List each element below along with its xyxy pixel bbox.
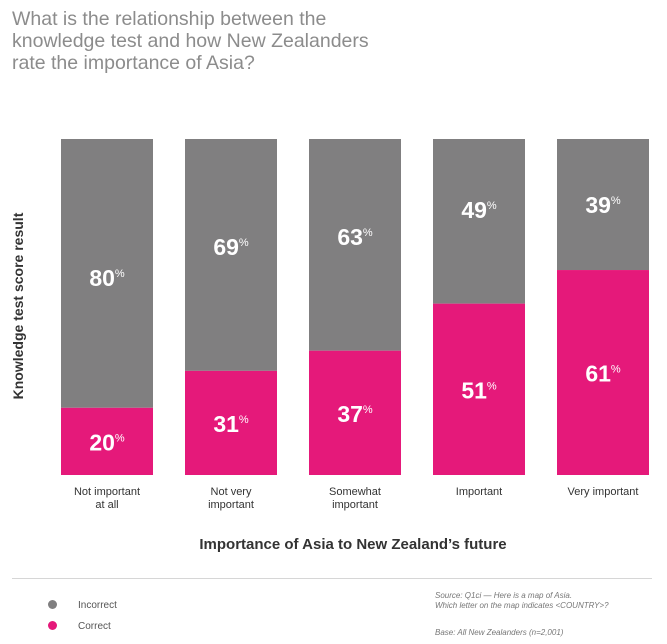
y-axis-label: Knowledge test score result — [10, 212, 26, 400]
bar-correct — [185, 370, 277, 475]
chart-title: What is the relationship between the kno… — [12, 8, 369, 74]
x-axis-label: Importance of Asia to New Zealand’s futu… — [199, 536, 507, 553]
footer-divider — [12, 578, 652, 579]
x-tick-label: Very important — [568, 486, 639, 498]
bar-incorrect — [61, 139, 153, 408]
data-label-correct: 51% — [461, 377, 497, 403]
x-tick-label: at all — [95, 499, 118, 511]
source-line-2: Which letter on the map indicates <COUNT… — [435, 601, 609, 610]
x-tick-label: Somewhat — [329, 486, 381, 498]
bar-correct — [61, 407, 153, 475]
data-label-correct: 20% — [89, 429, 125, 455]
legend-swatch-correct — [48, 621, 57, 630]
x-tick-label: Important — [456, 486, 502, 498]
source-line-1: Source: Q1ci — Here is a map of Asia. — [435, 591, 573, 600]
source-note: Source: Q1ci — Here is a map of Asia. Wh… — [435, 591, 660, 611]
bar-incorrect — [309, 139, 401, 351]
base-note: Base: All New Zealanders (n=2,001) — [435, 628, 564, 637]
bar-incorrect — [433, 139, 525, 304]
legend-label-correct: Correct — [78, 621, 111, 632]
x-tick-label: important — [332, 499, 378, 511]
bar-correct — [309, 350, 401, 475]
x-tick-label: important — [208, 499, 254, 511]
bar-correct — [433, 303, 525, 475]
bar-incorrect — [557, 139, 649, 271]
x-tick-label: Not very — [211, 486, 252, 498]
x-tick-label: Not important — [74, 486, 140, 498]
legend-swatch-incorrect — [48, 600, 57, 609]
bar-correct — [557, 270, 649, 475]
legend-label-incorrect: Incorrect — [78, 600, 117, 611]
bar-incorrect — [185, 139, 277, 371]
